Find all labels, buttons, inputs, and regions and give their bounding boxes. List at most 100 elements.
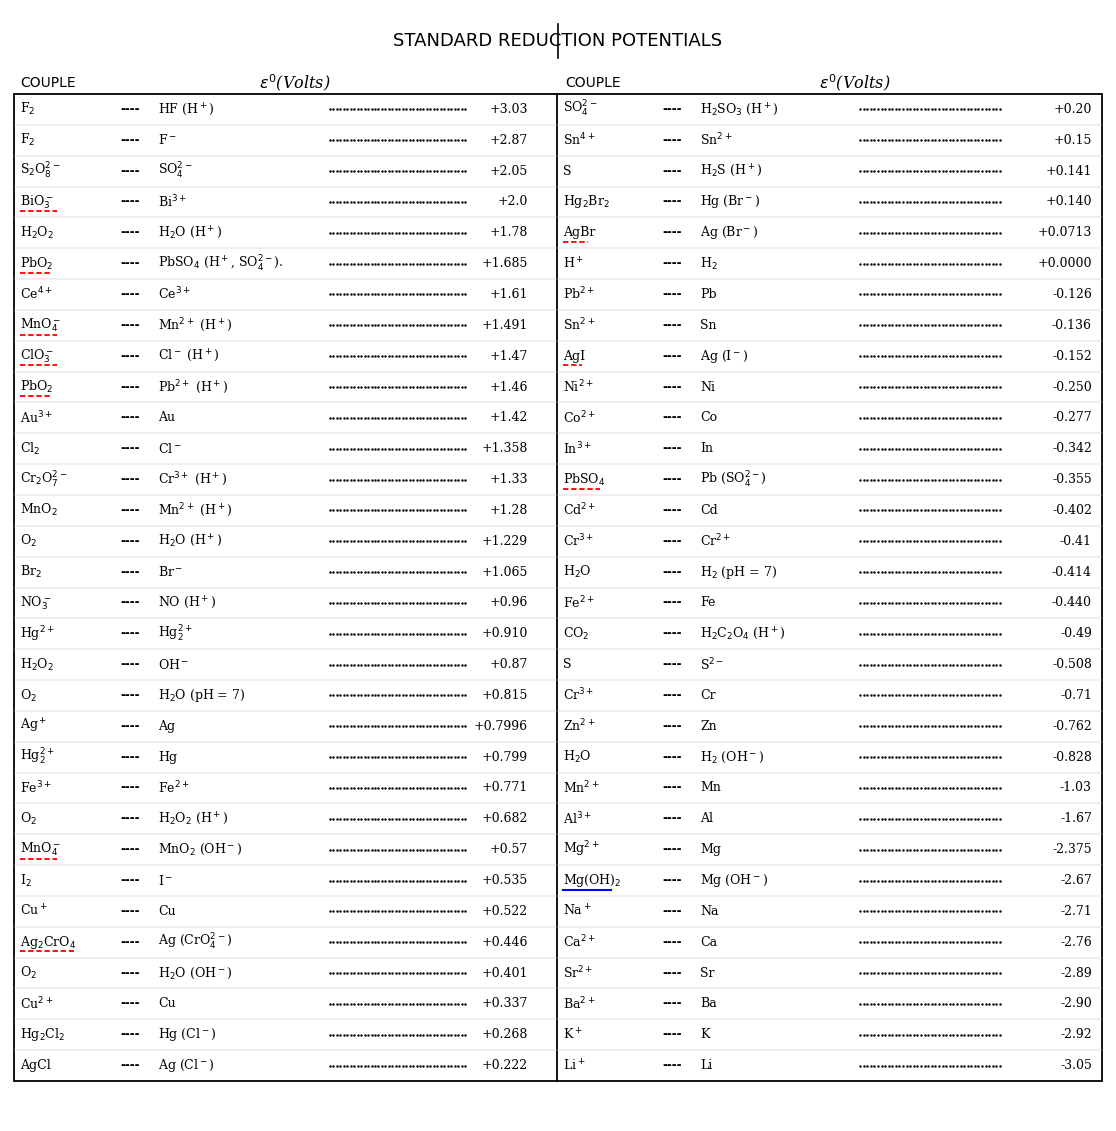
Text: Fe: Fe — [700, 596, 715, 610]
Text: MnO$_2$ (OH$^-$): MnO$_2$ (OH$^-$) — [158, 843, 242, 857]
Text: Cu: Cu — [158, 998, 175, 1010]
Text: H$_2$S (H$^+$): H$_2$S (H$^+$) — [700, 163, 762, 180]
Text: -2.76: -2.76 — [1060, 935, 1091, 949]
Text: OH$^-$: OH$^-$ — [158, 657, 190, 672]
Text: Sn: Sn — [700, 319, 716, 331]
Text: Ce$^{3+}$: Ce$^{3+}$ — [158, 286, 191, 303]
Text: Zn: Zn — [700, 719, 716, 733]
Text: ----: ---- — [662, 596, 682, 610]
Text: Cl$^-$ (H$^+$): Cl$^-$ (H$^+$) — [158, 348, 220, 364]
Text: ----: ---- — [121, 596, 140, 610]
Text: +0.910: +0.910 — [482, 628, 528, 640]
Text: MnO$_2$: MnO$_2$ — [20, 502, 58, 518]
Text: Sn$^{2+}$: Sn$^{2+}$ — [700, 132, 732, 148]
Text: +0.535: +0.535 — [482, 874, 528, 887]
Text: H$_2$ (OH$^-$): H$_2$ (OH$^-$) — [700, 750, 764, 765]
Text: Al: Al — [700, 812, 713, 826]
Text: ----: ---- — [121, 782, 140, 794]
Text: Cu$^{2+}$: Cu$^{2+}$ — [20, 995, 54, 1012]
Text: Hg$_2$Br$_2$: Hg$_2$Br$_2$ — [562, 193, 609, 210]
Text: AgBr: AgBr — [562, 226, 595, 240]
Text: STANDARD REDUCTION POTENTIALS: STANDARD REDUCTION POTENTIALS — [394, 32, 722, 50]
Text: +2.87: +2.87 — [490, 133, 528, 147]
Text: ----: ---- — [662, 844, 682, 856]
Text: I$_2$: I$_2$ — [20, 872, 31, 889]
Text: ----: ---- — [121, 967, 140, 979]
Text: +1.491: +1.491 — [482, 319, 528, 331]
Text: +0.57: +0.57 — [490, 844, 528, 856]
Text: Mn$^{2+}$ (H$^+$): Mn$^{2+}$ (H$^+$) — [158, 501, 232, 519]
Text: ----: ---- — [121, 1028, 140, 1042]
Text: ----: ---- — [121, 874, 140, 887]
Text: ----: ---- — [121, 719, 140, 733]
Text: Cr$_2$O$_7^{2-}$: Cr$_2$O$_7^{2-}$ — [20, 469, 68, 490]
Text: ----: ---- — [662, 935, 682, 949]
Text: SO$_4^{2-}$: SO$_4^{2-}$ — [562, 100, 597, 120]
Text: +0.682: +0.682 — [482, 812, 528, 826]
Text: ----: ---- — [121, 504, 140, 517]
Text: Cl$_2$: Cl$_2$ — [20, 441, 40, 457]
Text: ----: ---- — [121, 812, 140, 826]
Text: COUPLE: COUPLE — [20, 76, 76, 90]
Text: Br$_2$: Br$_2$ — [20, 564, 42, 580]
Text: ----: ---- — [662, 535, 682, 547]
Text: K: K — [700, 1028, 710, 1042]
Text: PbO$_2$: PbO$_2$ — [20, 379, 54, 395]
Text: -0.49: -0.49 — [1060, 628, 1091, 640]
Text: Pb$^{2+}$: Pb$^{2+}$ — [562, 286, 595, 303]
Text: MnO$_4^-$: MnO$_4^-$ — [20, 317, 61, 334]
Text: Zn$^{2+}$: Zn$^{2+}$ — [562, 718, 596, 735]
Text: O$_2$: O$_2$ — [20, 688, 37, 703]
Text: ----: ---- — [121, 628, 140, 640]
Text: In$^{3+}$: In$^{3+}$ — [562, 440, 591, 457]
Text: ----: ---- — [121, 535, 140, 547]
Text: -3.05: -3.05 — [1060, 1059, 1091, 1072]
Text: Mn: Mn — [700, 782, 721, 794]
Text: Cr$^{3+}$: Cr$^{3+}$ — [562, 688, 595, 703]
Text: F$_2$: F$_2$ — [20, 132, 36, 148]
Text: ----: ---- — [662, 874, 682, 887]
Text: Hg (Cl$^-$): Hg (Cl$^-$) — [158, 1026, 217, 1043]
Text: Fe$^{2+}$: Fe$^{2+}$ — [158, 779, 190, 796]
Text: S$^{2-}$: S$^{2-}$ — [700, 656, 724, 673]
Text: +0.87: +0.87 — [490, 658, 528, 671]
Text: In: In — [700, 442, 713, 455]
Text: CO$_2$: CO$_2$ — [562, 625, 589, 641]
Text: +1.33: +1.33 — [490, 473, 528, 486]
Text: AgCl: AgCl — [20, 1059, 50, 1072]
Text: Ag (Br$^-$): Ag (Br$^-$) — [700, 224, 758, 241]
Text: Mn$^{2+}$ (H$^+$): Mn$^{2+}$ (H$^+$) — [158, 317, 232, 334]
Text: -0.402: -0.402 — [1052, 504, 1091, 517]
Text: +1.358: +1.358 — [482, 442, 528, 455]
Text: PbSO$_4$ (H$^+$, SO$_4^{2-}$).: PbSO$_4$ (H$^+$, SO$_4^{2-}$). — [158, 253, 283, 274]
Text: -0.71: -0.71 — [1060, 689, 1091, 702]
Text: +1.46: +1.46 — [490, 380, 528, 394]
Text: Co$^{2+}$: Co$^{2+}$ — [562, 409, 596, 426]
Text: Cd: Cd — [700, 504, 718, 517]
Text: +1.61: +1.61 — [490, 288, 528, 301]
Text: PbO$_2$: PbO$_2$ — [20, 256, 54, 271]
Text: +0.0000: +0.0000 — [1038, 257, 1091, 270]
Text: +2.05: +2.05 — [490, 165, 528, 178]
Text: H$_2$O (H$^+$): H$_2$O (H$^+$) — [158, 533, 222, 550]
Text: ----: ---- — [662, 165, 682, 178]
Text: Ni$^{2+}$: Ni$^{2+}$ — [562, 379, 594, 396]
Text: $\varepsilon^0$(Volts): $\varepsilon^0$(Volts) — [819, 72, 891, 94]
Text: ----: ---- — [662, 103, 682, 115]
Text: ----: ---- — [662, 412, 682, 424]
Text: +0.15: +0.15 — [1054, 133, 1091, 147]
Text: Mg (OH$^-$): Mg (OH$^-$) — [700, 872, 768, 889]
Text: ----: ---- — [121, 905, 140, 918]
Text: Mg(OH)$_2$: Mg(OH)$_2$ — [562, 872, 622, 889]
Text: Ce$^{4+}$: Ce$^{4+}$ — [20, 286, 52, 303]
Text: Li$^+$: Li$^+$ — [562, 1057, 586, 1073]
Text: ----: ---- — [662, 257, 682, 270]
Text: -0.828: -0.828 — [1052, 751, 1091, 763]
Text: +0.222: +0.222 — [482, 1059, 528, 1072]
Text: -2.92: -2.92 — [1060, 1028, 1091, 1042]
Text: ----: ---- — [662, 288, 682, 301]
Text: S$_2$O$_8^{2-}$: S$_2$O$_8^{2-}$ — [20, 161, 60, 181]
Text: +0.337: +0.337 — [482, 998, 528, 1010]
Text: ----: ---- — [662, 196, 682, 208]
Text: H$_2$C$_2$O$_4$ (H$^+$): H$_2$C$_2$O$_4$ (H$^+$) — [700, 625, 786, 642]
